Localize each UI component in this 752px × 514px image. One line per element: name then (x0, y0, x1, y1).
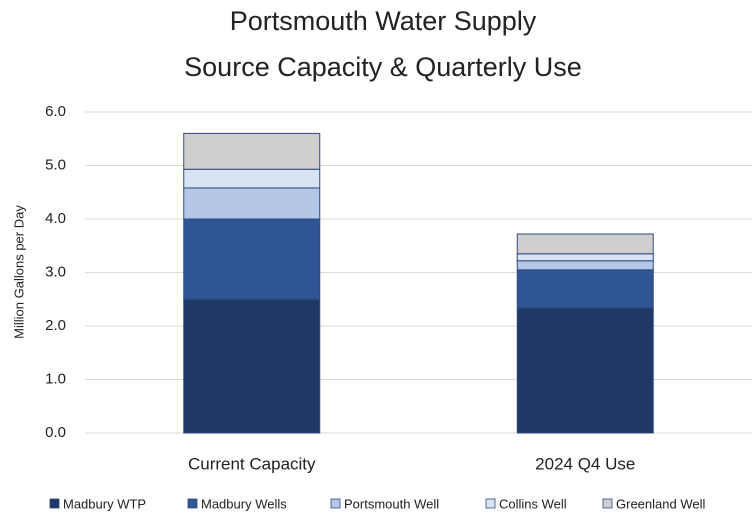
legend-swatch (330, 498, 341, 509)
x-tick-label: Current Capacity (188, 454, 316, 473)
legend-label: Madbury WTP (63, 496, 146, 511)
bar-segment (183, 218, 321, 300)
y-tick-label: 3.0 (45, 263, 66, 280)
bar-segment (183, 168, 321, 189)
bar-segment (516, 260, 654, 271)
legend-label: Madbury Wells (201, 496, 287, 511)
y-tick-label: 5.0 (45, 156, 66, 173)
bar-segment (516, 307, 654, 434)
bar-segment (183, 187, 321, 220)
y-tick-label: 2.0 (45, 317, 66, 334)
bar-segment (183, 132, 321, 170)
y-tick-label: 1.0 (45, 370, 66, 387)
x-tick-label: 2024 Q4 Use (535, 454, 635, 473)
bar-segment (183, 298, 321, 434)
legend-swatch (187, 498, 198, 509)
legend-label: Portsmouth Well (344, 496, 439, 511)
y-axis-label: Million Gallons per Day (11, 205, 26, 339)
chart-title: Portsmouth Water Supply (230, 6, 537, 36)
bar-segment (516, 233, 654, 255)
legend-swatch (49, 498, 60, 509)
legend-label: Greenland Well (616, 496, 705, 511)
chart-title: Source Capacity & Quarterly Use (184, 52, 582, 82)
bar-segment (516, 269, 654, 309)
legend-swatch (602, 498, 613, 509)
bar-segment (516, 253, 654, 262)
legend-swatch (485, 498, 496, 509)
y-tick-label: 6.0 (45, 103, 66, 120)
y-tick-label: 4.0 (45, 210, 66, 227)
y-tick-label: 0.0 (45, 424, 66, 441)
legend-label: Collins Well (499, 496, 567, 511)
